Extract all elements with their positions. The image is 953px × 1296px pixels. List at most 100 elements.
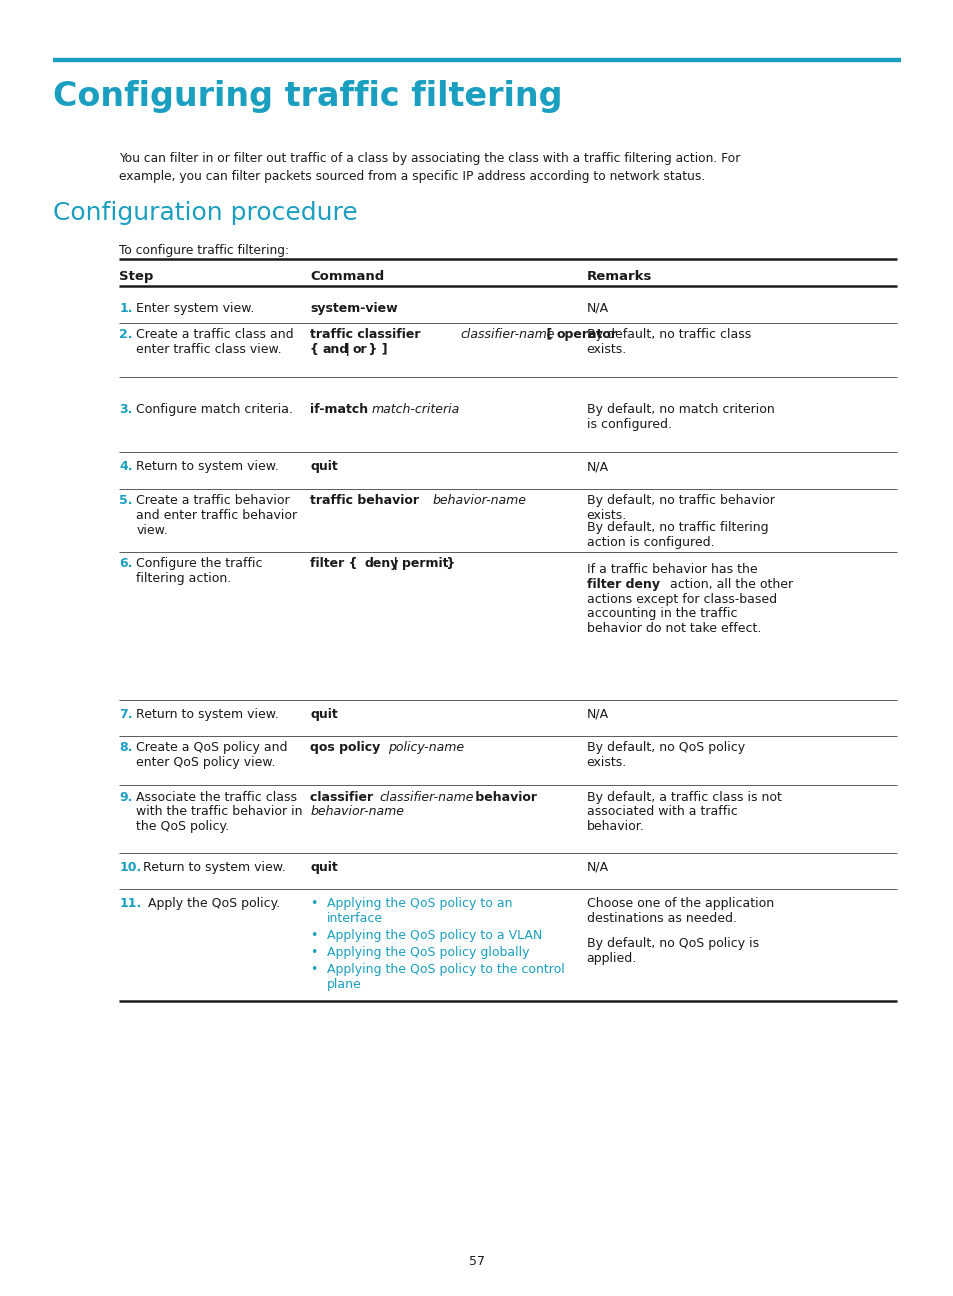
Text: •: •: [310, 963, 317, 976]
Text: By default, no traffic filtering: By default, no traffic filtering: [586, 521, 767, 534]
Text: 57: 57: [469, 1255, 484, 1267]
Text: •: •: [310, 897, 317, 910]
Text: classifier: classifier: [310, 791, 377, 804]
Text: actions except for class-based: actions except for class-based: [586, 592, 776, 605]
Text: Return to system view.: Return to system view.: [136, 708, 279, 721]
Text: •: •: [310, 946, 317, 959]
Text: the QoS policy.: the QoS policy.: [136, 820, 230, 833]
Text: 11.: 11.: [119, 897, 141, 910]
Text: {: {: [310, 342, 323, 356]
Text: }: }: [441, 557, 455, 570]
Text: 7.: 7.: [119, 708, 132, 721]
Text: Applying the QoS policy to a VLAN: Applying the QoS policy to a VLAN: [327, 929, 542, 942]
Text: Enter system view.: Enter system view.: [136, 302, 254, 315]
Text: filtering action.: filtering action.: [136, 573, 232, 586]
Text: behavior-name: behavior-name: [310, 806, 404, 819]
Text: exists.: exists.: [586, 509, 626, 522]
Text: filter {: filter {: [310, 557, 361, 570]
Text: and enter traffic behavior: and enter traffic behavior: [136, 509, 297, 522]
Text: applied.: applied.: [586, 953, 637, 966]
Text: and: and: [322, 342, 349, 356]
Text: traffic classifier: traffic classifier: [310, 328, 424, 341]
Text: 9.: 9.: [119, 791, 132, 804]
Text: example, you can filter packets sourced from a specific IP address according to : example, you can filter packets sourced …: [119, 170, 705, 183]
Text: [: [: [541, 328, 556, 341]
Text: is configured.: is configured.: [586, 419, 671, 432]
Text: By default, no traffic class: By default, no traffic class: [586, 328, 750, 341]
Text: Applying the QoS policy to an: Applying the QoS policy to an: [327, 897, 512, 910]
Text: classifier-name: classifier-name: [379, 791, 474, 804]
Text: If a traffic behavior has the: If a traffic behavior has the: [586, 562, 757, 575]
Text: N/A: N/A: [586, 302, 608, 315]
Text: 1.: 1.: [119, 302, 132, 315]
Text: exists.: exists.: [586, 342, 626, 356]
Text: Configure match criteria.: Configure match criteria.: [136, 403, 294, 416]
Text: classifier-name: classifier-name: [460, 328, 555, 341]
Text: enter QoS policy view.: enter QoS policy view.: [136, 757, 275, 770]
Text: 8.: 8.: [119, 741, 132, 754]
Text: interface: interface: [327, 912, 383, 925]
Text: behavior.: behavior.: [586, 820, 644, 833]
Text: Applying the QoS policy to the control: Applying the QoS policy to the control: [327, 963, 564, 976]
Text: Command: Command: [310, 270, 384, 283]
Text: exists.: exists.: [586, 757, 626, 770]
Text: 10.: 10.: [119, 861, 141, 874]
Text: N/A: N/A: [586, 861, 608, 874]
Text: By default, no match criterion: By default, no match criterion: [586, 403, 774, 416]
Text: traffic behavior: traffic behavior: [310, 494, 423, 507]
Text: quit: quit: [310, 708, 337, 721]
Text: associated with a traffic: associated with a traffic: [586, 806, 737, 819]
Text: system-view: system-view: [310, 302, 397, 315]
Text: 3.: 3.: [119, 403, 132, 416]
Text: N/A: N/A: [586, 460, 608, 473]
Text: Remarks: Remarks: [586, 270, 652, 283]
Text: By default, no QoS policy: By default, no QoS policy: [586, 741, 744, 754]
Text: with the traffic behavior in: with the traffic behavior in: [136, 806, 303, 819]
Text: 2.: 2.: [119, 328, 132, 341]
Text: By default, no traffic behavior: By default, no traffic behavior: [586, 494, 774, 507]
Text: 5.: 5.: [119, 494, 132, 507]
Text: You can filter in or filter out traffic of a class by associating the class with: You can filter in or filter out traffic …: [119, 152, 740, 165]
Text: quit: quit: [310, 861, 337, 874]
Text: Return to system view.: Return to system view.: [143, 861, 286, 874]
Text: } ]: } ]: [364, 342, 388, 356]
Text: Create a traffic behavior: Create a traffic behavior: [136, 494, 290, 507]
Text: |: |: [389, 557, 402, 570]
Text: qos policy: qos policy: [310, 741, 384, 754]
Text: Return to system view.: Return to system view.: [136, 460, 279, 473]
Text: Configuring traffic filtering: Configuring traffic filtering: [53, 80, 562, 113]
Text: Associate the traffic class: Associate the traffic class: [136, 791, 297, 804]
Text: enter traffic class view.: enter traffic class view.: [136, 342, 282, 356]
Text: By default, a traffic class is not: By default, a traffic class is not: [586, 791, 781, 804]
Text: behavior: behavior: [471, 791, 537, 804]
Text: match-criteria: match-criteria: [372, 403, 460, 416]
Text: Configuration procedure: Configuration procedure: [53, 201, 357, 226]
Text: By default, no QoS policy is: By default, no QoS policy is: [586, 937, 758, 950]
Text: or: or: [352, 342, 366, 356]
Text: |: |: [340, 342, 354, 356]
Text: Applying the QoS policy globally: Applying the QoS policy globally: [327, 946, 529, 959]
Text: plane: plane: [327, 978, 361, 991]
Text: Create a traffic class and: Create a traffic class and: [136, 328, 294, 341]
Text: operator: operator: [556, 328, 617, 341]
Text: action, all the other: action, all the other: [665, 578, 792, 591]
Text: action is configured.: action is configured.: [586, 537, 714, 550]
Text: Create a QoS policy and: Create a QoS policy and: [136, 741, 288, 754]
Text: policy-name: policy-name: [388, 741, 464, 754]
Text: •: •: [310, 929, 317, 942]
Text: 6.: 6.: [119, 557, 132, 570]
Text: permit: permit: [401, 557, 448, 570]
Text: Configure the traffic: Configure the traffic: [136, 557, 263, 570]
Text: To configure traffic filtering:: To configure traffic filtering:: [119, 244, 289, 257]
Text: behavior-name: behavior-name: [432, 494, 526, 507]
Text: destinations as needed.: destinations as needed.: [586, 912, 736, 925]
Text: 4.: 4.: [119, 460, 132, 473]
Text: view.: view.: [136, 524, 168, 537]
Text: Apply the QoS policy.: Apply the QoS policy.: [148, 897, 280, 910]
Text: filter deny: filter deny: [586, 578, 659, 591]
Text: Step: Step: [119, 270, 153, 283]
Text: if-match: if-match: [310, 403, 373, 416]
Text: N/A: N/A: [586, 708, 608, 721]
Text: behavior do not take effect.: behavior do not take effect.: [586, 622, 760, 635]
Text: quit: quit: [310, 460, 337, 473]
